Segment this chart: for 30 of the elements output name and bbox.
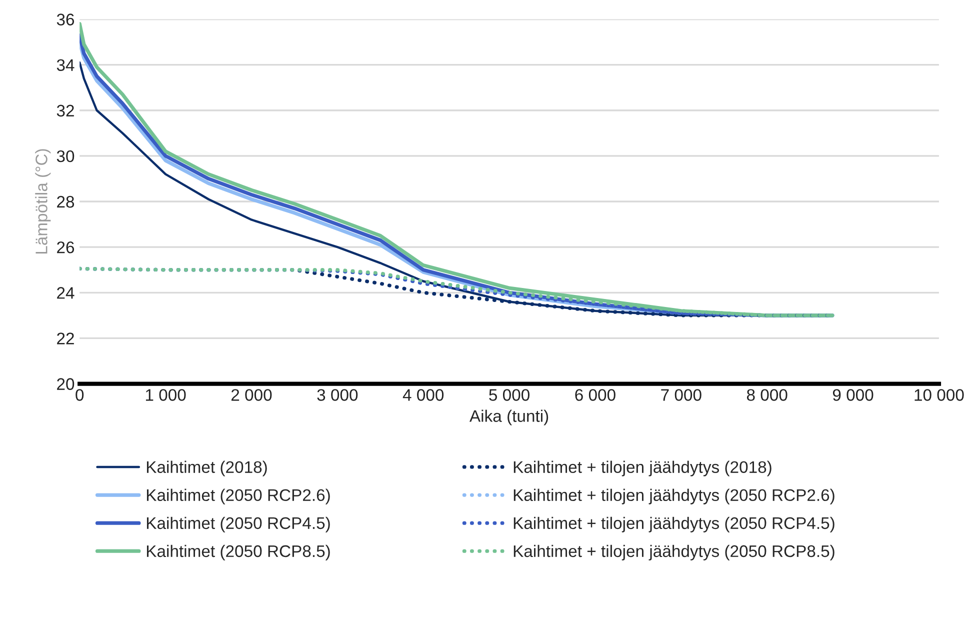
x-tick-label: 6 000 — [575, 389, 616, 401]
legend-label: Kaihtimet (2050 RCP4.5) — [146, 516, 330, 532]
x-tick-label: 8 000 — [746, 389, 788, 401]
y-tick-label: 32 — [56, 104, 74, 117]
x-tick-label: 0 — [76, 389, 84, 401]
y-tick-label: 36 — [56, 14, 74, 26]
x-tick-label: 2 000 — [231, 389, 272, 401]
x-tick-label: 3 000 — [317, 389, 358, 401]
x-tick-label: 10 000 — [914, 389, 964, 401]
y-tick-label: 30 — [56, 150, 74, 162]
x-axis-title: Aika (tunti) — [470, 410, 548, 426]
x-tick-label: 7 000 — [661, 389, 702, 401]
x-tick-label: 5 000 — [489, 389, 530, 401]
y-axis-title: Lämpötila (°C) — [35, 149, 51, 254]
legend-label: Kaihtimet (2018) — [146, 460, 267, 476]
y-tick-label: 22 — [57, 332, 74, 344]
x-tick-label: 4 000 — [402, 389, 444, 401]
legend-label: Kaihtimet + tilojen jäähdytys (2018) — [514, 460, 772, 476]
x-tick-label: 9 000 — [832, 389, 874, 401]
y-tick-label: 26 — [57, 241, 74, 254]
y-tick-label: 34 — [56, 59, 74, 72]
legend-label: Kaihtimet + tilojen jäähdytys (2050 RCP8.5) — [514, 544, 834, 560]
legend-label: Kaihtimet + tilojen jäähdytys (2050 RCP4.5) — [514, 516, 834, 532]
legend-label: Kaihtimet (2050 RCP2.6) — [146, 488, 330, 504]
legend-label: Kaihtimet + tilojen jäähdytys (2050 RCP2.6) — [514, 488, 834, 504]
x-tick-label: 1 000 — [146, 389, 186, 401]
y-tick-label: 28 — [57, 196, 74, 208]
legend-label: Kaihtimet (2050 RCP8.5) — [146, 544, 330, 560]
y-tick-label: 24 — [57, 287, 74, 299]
y-tick-label: 20 — [57, 378, 74, 390]
